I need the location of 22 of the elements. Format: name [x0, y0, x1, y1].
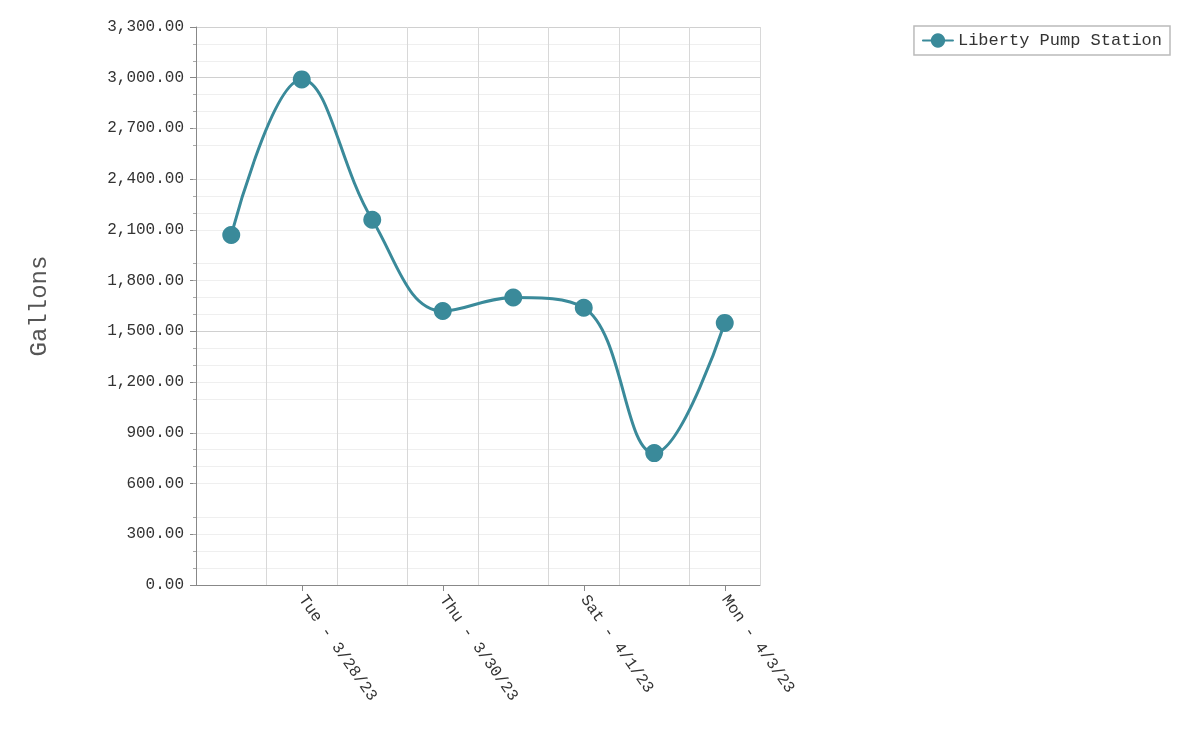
- point: [645, 444, 664, 463]
- y-tick-label: 3,000.00: [107, 68, 184, 87]
- y-tick-label: 2,100.00: [107, 220, 184, 239]
- point: [363, 210, 382, 229]
- y-tick-label: 0.00: [145, 576, 184, 594]
- y-tick-label: 3,300.00: [107, 18, 184, 36]
- y-tick-label: 600.00: [126, 474, 184, 493]
- y-tick-label: 2,700.00: [107, 119, 184, 138]
- y-tick-label: 1,200.00: [107, 373, 184, 392]
- y-tick-label: 900.00: [126, 423, 184, 442]
- y-tick-label: 2,400.00: [107, 170, 184, 189]
- point: [433, 302, 452, 321]
- y-axis-title: Gallons: [25, 255, 53, 357]
- point: [222, 225, 241, 244]
- y-tick-label: 300.00: [126, 525, 184, 544]
- point: [715, 313, 734, 332]
- y-tick-label: 1,500.00: [107, 322, 184, 341]
- point: [292, 70, 311, 89]
- point: [504, 288, 523, 307]
- y-tick-label: 1,800.00: [107, 271, 184, 290]
- legend-label: Liberty Pump Station: [957, 31, 1163, 50]
- point: [574, 298, 593, 317]
